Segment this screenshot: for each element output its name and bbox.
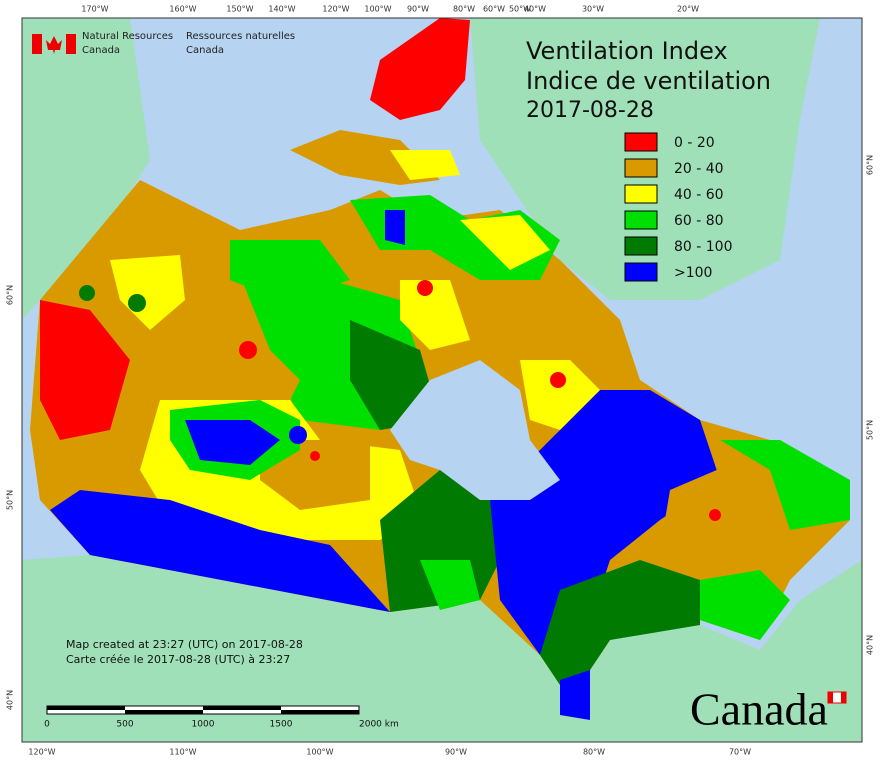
zone bbox=[40, 300, 130, 440]
top-label: 90°W bbox=[407, 5, 429, 14]
right-label: 60°N bbox=[866, 155, 875, 175]
top-label: 120°W bbox=[322, 5, 349, 14]
top-label: 150°W bbox=[226, 5, 253, 14]
scale-bar bbox=[46, 705, 360, 715]
scale-seg bbox=[47, 706, 125, 710]
legend-label: 0 - 20 bbox=[674, 135, 715, 151]
island bbox=[385, 210, 405, 245]
island bbox=[290, 130, 440, 185]
agency-en: Canada bbox=[82, 45, 120, 56]
zone bbox=[560, 670, 590, 720]
wordmark: Canada bbox=[690, 684, 828, 735]
zone bbox=[520, 360, 600, 430]
legend-swatch bbox=[624, 262, 658, 282]
bottom-label: 100°W bbox=[306, 748, 333, 757]
hudson-bay bbox=[390, 360, 560, 500]
bottom-label: 80°W bbox=[583, 748, 605, 757]
zone bbox=[720, 440, 850, 530]
frame bbox=[21, 17, 863, 743]
spot bbox=[709, 509, 721, 521]
title: Indice de ventilation bbox=[526, 67, 771, 95]
scale-label: 0 bbox=[44, 720, 50, 730]
spot bbox=[310, 451, 320, 461]
scale-seg bbox=[281, 710, 359, 714]
zone bbox=[420, 560, 480, 610]
island bbox=[390, 150, 460, 180]
top-label: 30°W bbox=[582, 5, 604, 14]
spot bbox=[239, 341, 257, 359]
bottom-label: 90°W bbox=[445, 748, 467, 757]
legend-swatch bbox=[624, 158, 658, 178]
legend-swatch bbox=[624, 210, 658, 230]
bottom-label: 110°W bbox=[169, 748, 196, 757]
top-label: 100°W bbox=[364, 5, 391, 14]
spot bbox=[550, 372, 566, 388]
bottom-label: 70°W bbox=[729, 748, 751, 757]
spot bbox=[79, 285, 95, 301]
note: Carte créée le 2017-08-28 (UTC) à 23:27 bbox=[66, 653, 290, 666]
scale-label: 1000 bbox=[192, 720, 215, 730]
alaska bbox=[22, 18, 150, 320]
zone bbox=[50, 490, 390, 612]
scale-labels: 0 500 1000 1500 2000 km bbox=[44, 720, 399, 730]
right-label: 40°N bbox=[866, 635, 875, 655]
left-label: 40°N bbox=[6, 690, 15, 710]
agency-fr: Ressources naturelles bbox=[186, 31, 295, 42]
flag-bar bbox=[32, 34, 42, 54]
zone bbox=[700, 570, 790, 640]
wordmark-flag bbox=[828, 692, 833, 703]
flag-bar bbox=[66, 34, 76, 54]
scale-seg bbox=[203, 706, 281, 710]
legend-swatch bbox=[624, 236, 658, 256]
top-label: 50°W bbox=[509, 5, 531, 14]
right-label: 50°N bbox=[866, 420, 875, 440]
spot bbox=[128, 294, 146, 312]
top-label: 40°W bbox=[524, 5, 546, 14]
agency-en: Natural Resources bbox=[82, 31, 173, 42]
legend: 0 - 20 20 - 40 40 - 60 60 - 80 80 - 100 >100 bbox=[624, 132, 733, 282]
spot bbox=[289, 426, 307, 444]
legend-swatch bbox=[624, 184, 658, 204]
scale-seg bbox=[125, 710, 203, 714]
scale-label: 500 bbox=[116, 720, 133, 730]
zone bbox=[400, 280, 470, 350]
scale-label: 1500 bbox=[270, 720, 293, 730]
graticule-labels: 170°W 160°W 150°W 140°W 120°W 100°W 90°W 80°W 60… bbox=[6, 5, 875, 757]
zone bbox=[540, 560, 700, 700]
legend-label: 40 - 60 bbox=[674, 187, 724, 203]
title: Ventilation Index bbox=[526, 37, 728, 65]
zone bbox=[185, 420, 280, 465]
legend-label: 80 - 100 bbox=[674, 239, 733, 255]
maple-leaf bbox=[46, 36, 62, 54]
top-label: 140°W bbox=[268, 5, 295, 14]
agency-fr: Canada bbox=[186, 45, 224, 56]
left-label: 50°N bbox=[6, 490, 15, 510]
legend-swatch bbox=[624, 132, 658, 152]
bottom-label: 120°W bbox=[28, 748, 55, 757]
title-date: 2017-08-28 bbox=[526, 98, 654, 123]
wordmark-flag bbox=[841, 692, 846, 703]
top-label: 80°W bbox=[453, 5, 475, 14]
ellesmere bbox=[370, 18, 470, 120]
note: Map created at 23:27 (UTC) on 2017-08-28 bbox=[66, 638, 303, 651]
legend-label: 60 - 80 bbox=[674, 213, 724, 229]
scale-label: 2000 km bbox=[359, 720, 399, 730]
top-label: 160°W bbox=[169, 5, 196, 14]
zone bbox=[490, 390, 720, 655]
usa bbox=[22, 555, 862, 742]
legend-label: 20 - 40 bbox=[674, 161, 724, 177]
island bbox=[460, 215, 550, 270]
legend-label: >100 bbox=[674, 265, 712, 281]
left-label: 60°N bbox=[6, 285, 15, 305]
top-label: 20°W bbox=[677, 5, 699, 14]
top-label: 60°W bbox=[483, 5, 505, 14]
top-label: 170°W bbox=[81, 5, 108, 14]
zone bbox=[110, 255, 185, 330]
spot bbox=[417, 280, 433, 296]
